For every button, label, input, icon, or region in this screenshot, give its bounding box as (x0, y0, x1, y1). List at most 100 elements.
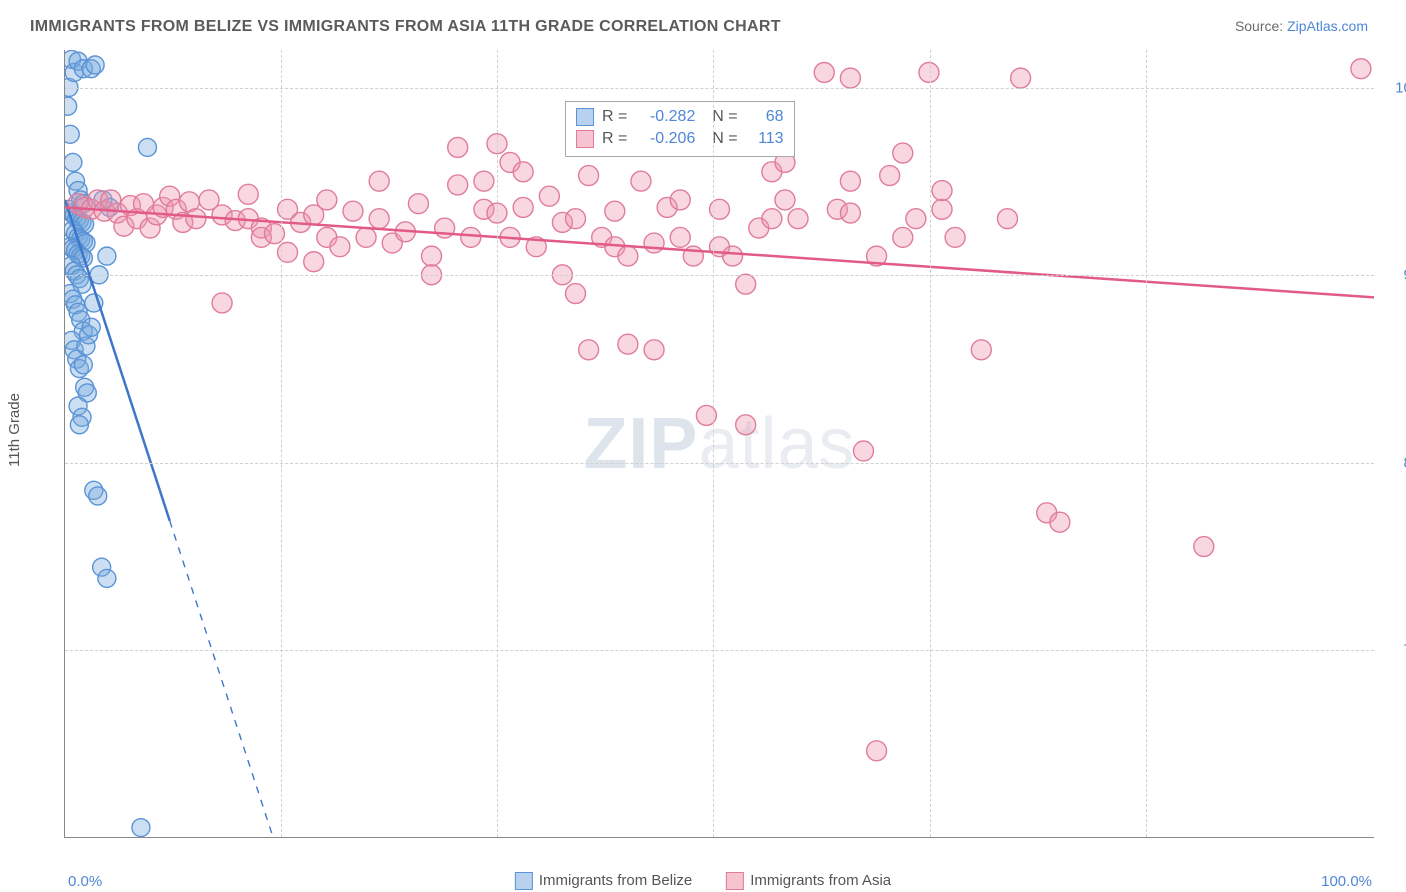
legend-swatch (515, 872, 533, 890)
legend-item: Immigrants from Belize (515, 872, 692, 890)
data-point-asia (1050, 512, 1070, 532)
x-axis-tick-min: 0.0% (68, 873, 102, 890)
data-point-asia (448, 137, 468, 157)
stats-r-value: -0.206 (635, 128, 695, 150)
legend-item: Immigrants from Asia (726, 872, 891, 890)
data-point-asia (513, 162, 533, 182)
data-point-asia (906, 209, 926, 229)
data-point-asia (579, 340, 599, 360)
data-point-asia (474, 171, 494, 191)
data-point-belize (138, 138, 156, 156)
stats-r-label: R = (602, 128, 627, 150)
chart-svg (65, 50, 1374, 837)
data-point-asia (775, 190, 795, 210)
data-point-asia (566, 284, 586, 304)
plot-area: ZIPatlas R =-0.282 N =68R =-0.206 N =113… (64, 50, 1374, 838)
data-point-asia (788, 209, 808, 229)
data-point-asia (840, 203, 860, 223)
data-point-asia (422, 246, 442, 266)
data-point-asia (736, 415, 756, 435)
gridline (65, 650, 1374, 651)
data-point-asia (539, 186, 559, 206)
data-point-asia (605, 201, 625, 221)
legend-swatch (726, 872, 744, 890)
source-prefix: Source: (1235, 18, 1287, 34)
data-point-asia (408, 194, 428, 214)
stats-legend-box: R =-0.282 N =68R =-0.206 N =113 (565, 101, 795, 157)
gridline (1146, 50, 1147, 837)
data-point-asia (1194, 537, 1214, 557)
stats-row: R =-0.206 N =113 (576, 128, 784, 150)
data-point-asia (670, 190, 690, 210)
data-point-asia (723, 246, 743, 266)
gridline (281, 50, 282, 837)
data-point-belize (65, 97, 77, 115)
data-point-asia (579, 166, 599, 186)
data-point-belize (65, 125, 79, 143)
data-point-asia (932, 199, 952, 219)
data-point-asia (670, 227, 690, 247)
stats-row: R = -0.282 N = 68 (576, 106, 784, 128)
bottom-legend: Immigrants from Belize Immigrants from As… (515, 872, 891, 890)
stats-swatch (576, 130, 594, 148)
stats-r-label: R = (602, 106, 627, 128)
stats-n-label: N = (703, 106, 737, 128)
data-point-asia (513, 197, 533, 217)
stats-swatch (576, 108, 594, 126)
data-point-asia (644, 340, 664, 360)
trendline-belize-dashed (170, 521, 1374, 837)
gridline (65, 275, 1374, 276)
data-point-asia (1351, 59, 1371, 79)
data-point-asia (317, 190, 337, 210)
data-point-asia (238, 184, 258, 204)
data-point-asia (461, 227, 481, 247)
stats-r-value: -0.282 (635, 106, 695, 128)
y-axis-tick: 100.0% (1384, 79, 1406, 96)
source-link[interactable]: ZipAtlas.com (1287, 18, 1368, 34)
data-point-asia (736, 274, 756, 294)
data-point-asia (618, 334, 638, 354)
data-point-asia (448, 175, 468, 195)
y-axis-label: 11th Grade (6, 393, 23, 467)
data-point-asia (186, 209, 206, 229)
data-point-belize (70, 416, 88, 434)
stats-n-value: 68 (746, 106, 784, 128)
legend-label: Immigrants from Asia (750, 872, 891, 889)
data-point-asia (853, 441, 873, 461)
data-point-belize (86, 56, 104, 74)
data-point-asia (631, 171, 651, 191)
source-attribution: Source: ZipAtlas.com (1235, 18, 1368, 34)
data-point-asia (1011, 68, 1031, 88)
gridline (930, 50, 931, 837)
y-axis-tick: 70.0% (1384, 642, 1406, 659)
gridline (65, 463, 1374, 464)
data-point-asia (932, 181, 952, 201)
data-point-asia (566, 209, 586, 229)
data-point-asia (893, 227, 913, 247)
x-axis-tick-max: 100.0% (1321, 873, 1372, 890)
data-point-belize (98, 569, 116, 587)
data-point-asia (840, 68, 860, 88)
gridline (65, 88, 1374, 89)
data-point-asia (644, 233, 664, 253)
gridline (713, 50, 714, 837)
data-point-belize (65, 153, 82, 171)
data-point-asia (814, 62, 834, 82)
chart-title: IMMIGRANTS FROM BELIZE VS IMMIGRANTS FRO… (30, 18, 781, 36)
data-point-belize (82, 318, 100, 336)
data-point-asia (762, 209, 782, 229)
data-point-asia (304, 252, 324, 272)
data-point-asia (618, 246, 638, 266)
y-axis-tick: 80.0% (1384, 454, 1406, 471)
data-point-asia (945, 227, 965, 247)
stats-n-label: N = (703, 128, 737, 150)
data-point-asia (369, 209, 389, 229)
data-point-asia (997, 209, 1017, 229)
data-point-belize (98, 247, 116, 265)
data-point-asia (343, 201, 363, 221)
trendline-asia (65, 207, 1374, 298)
data-point-asia (330, 237, 350, 257)
data-point-asia (867, 741, 887, 761)
data-point-asia (880, 166, 900, 186)
y-axis-tick: 90.0% (1384, 267, 1406, 284)
